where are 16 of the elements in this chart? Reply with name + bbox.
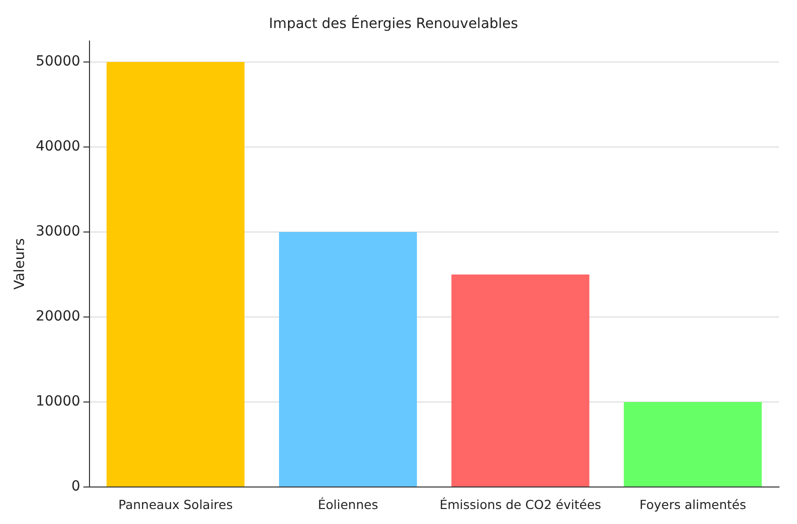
y-tick-label: 10000 — [36, 394, 80, 410]
y-tick-label: 20000 — [36, 308, 80, 325]
x-tick-label: Foyers alimentés — [639, 496, 746, 512]
bar — [106, 62, 245, 486]
y-tick-label: 30000 — [36, 224, 80, 240]
x-tick-label: Panneaux Solaires — [118, 496, 233, 512]
y-tick-label: 50000 — [36, 54, 80, 70]
y-tick-label: 0 — [71, 478, 80, 495]
chart-title: Impact des Énergies Renouvelables — [268, 15, 518, 32]
y-tick-label: 40000 — [36, 138, 80, 155]
bar — [278, 232, 417, 486]
bar — [451, 274, 590, 486]
x-tick-label: Émissions de CO2 évitées — [440, 496, 602, 512]
bar — [624, 402, 762, 486]
y-axis-title: Valeurs — [12, 238, 28, 290]
x-tick-label: Éoliennes — [318, 496, 378, 512]
